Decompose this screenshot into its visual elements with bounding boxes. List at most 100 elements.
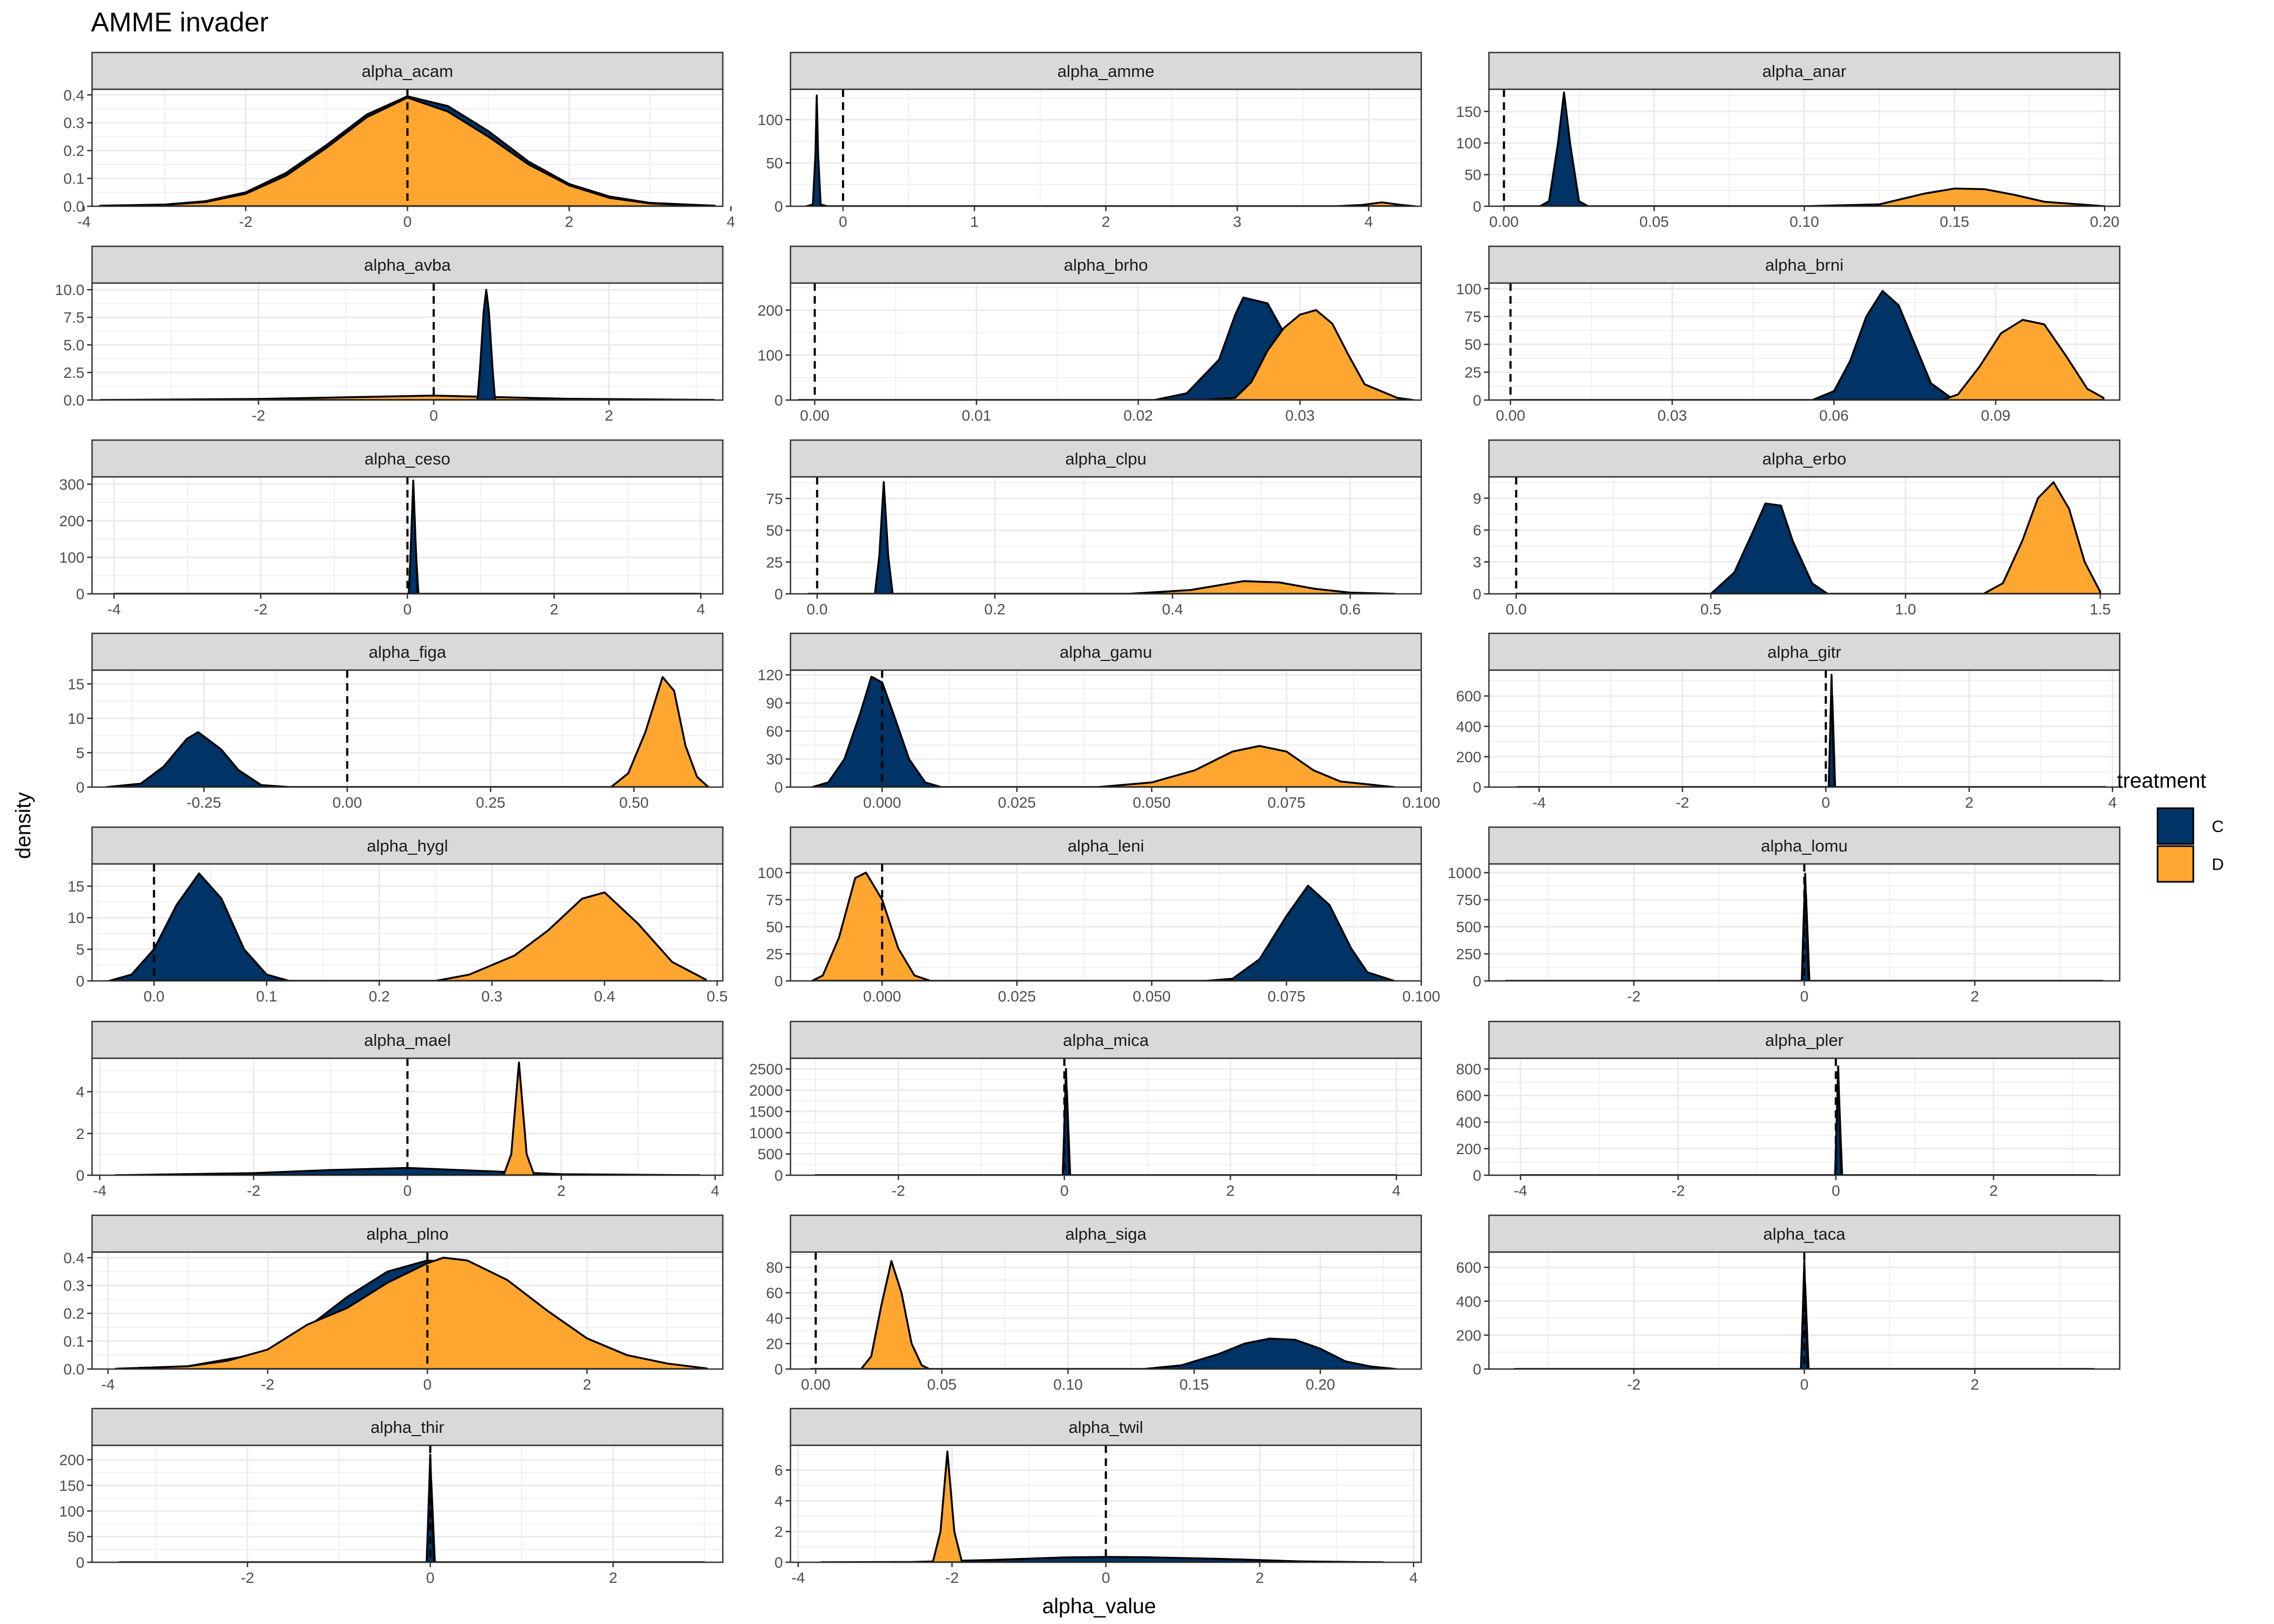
y-tick-label: 0 bbox=[774, 198, 783, 215]
facet-alpha-siga: alpha_siga 0.00 0.05 0.10 0.15 0.20 0 20 40 60 80 bbox=[766, 1214, 1422, 1393]
x-tick-label: 3 bbox=[1233, 213, 1241, 230]
x-tick-label: 0.15 bbox=[1940, 213, 1970, 230]
y-tick-label: 5 bbox=[76, 744, 84, 761]
legend-label-d: D bbox=[2212, 855, 2224, 874]
density-area-c bbox=[108, 872, 707, 981]
x-tick-label: -4 bbox=[107, 601, 121, 618]
x-tick-label: 0.000 bbox=[863, 794, 901, 811]
x-tick-label: 0 bbox=[423, 1376, 432, 1393]
x-tick-label: 0 bbox=[429, 407, 438, 424]
density-areas bbox=[1515, 481, 2101, 594]
facet-alpha-hygl: alpha_hygl 0.0 0.1 0.2 0.3 0.4 0.5 0 5 10 15 bbox=[68, 826, 728, 1005]
x-tick-label: 2 bbox=[1102, 213, 1110, 230]
y-tick-label: 15 bbox=[68, 676, 84, 692]
facet-strip-label: alpha_clpu bbox=[1066, 449, 1147, 468]
facet-alpha-twil: alpha_twil -4 -2 0 2 4 0 2 4 6 bbox=[774, 1407, 1422, 1586]
y-axis-title: density bbox=[12, 792, 35, 859]
x-tick-label: 1.5 bbox=[2090, 601, 2111, 618]
x-tick-label: -4 bbox=[1514, 1182, 1527, 1199]
density-areas bbox=[99, 95, 716, 206]
facet-strip-label: alpha_brni bbox=[1765, 256, 1844, 274]
y-tick-label: 100 bbox=[1456, 135, 1481, 152]
facet-border bbox=[91, 282, 724, 401]
facet-strip bbox=[91, 245, 724, 284]
density-area-d bbox=[809, 1260, 1397, 1369]
y-tick-label: 75 bbox=[766, 490, 783, 507]
facet-strip bbox=[91, 1020, 724, 1059]
x-tick-label: 2 bbox=[565, 213, 573, 230]
y-tick-label: 200 bbox=[1456, 749, 1481, 765]
density-area-d bbox=[114, 1061, 701, 1175]
x-tick-label: 0.4 bbox=[1162, 601, 1183, 618]
x-tick-label: 0.2 bbox=[369, 988, 390, 1005]
x-tick-label: 0 bbox=[1832, 1182, 1840, 1199]
y-tick-label: 800 bbox=[1456, 1061, 1481, 1078]
x-tick-label: 0.000 bbox=[863, 988, 901, 1005]
x-tick-label: 0.09 bbox=[1981, 407, 2011, 424]
y-tick-label: 4 bbox=[774, 1492, 783, 1509]
y-tick-label: 500 bbox=[1456, 919, 1481, 935]
density-areas bbox=[1505, 873, 2104, 981]
facet-alpha-figa: alpha_figa -0.25 0.00 0.25 0.50 0 5 10 15 bbox=[68, 632, 724, 811]
facet-panels: alpha_acam -4 -2 0 2 4 0.0 0.1 0.2 0.3 0.4 alpha_am… bbox=[55, 51, 2121, 1586]
y-tick-label: 500 bbox=[757, 1146, 783, 1163]
y-tick-label: 10.0 bbox=[55, 281, 85, 298]
x-tick-label: 1 bbox=[970, 213, 979, 230]
y-tick-label: 25 bbox=[766, 946, 783, 962]
facet-strip-label: alpha_lomu bbox=[1761, 836, 1847, 855]
density-area-c bbox=[100, 289, 715, 400]
x-tick-label: -2 bbox=[254, 601, 267, 618]
density-areas bbox=[108, 872, 707, 981]
x-tick-label: -2 bbox=[1627, 988, 1641, 1005]
x-tick-label: -2 bbox=[1627, 1376, 1641, 1393]
facet-alpha-lomu: alpha_lomu -2 0 2 0 250 500 750 1000 bbox=[1448, 826, 2121, 1005]
density-area-c bbox=[118, 1453, 705, 1562]
y-tick-label: 0.0 bbox=[63, 198, 84, 215]
facet-alpha-ceso: alpha_ceso -4 -2 0 2 4 0 100 200 300 bbox=[59, 439, 724, 618]
y-tick-label: 5 bbox=[76, 941, 84, 958]
y-tick-label: 200 bbox=[59, 513, 84, 529]
density-areas bbox=[809, 1260, 1397, 1369]
facet-strip bbox=[789, 245, 1422, 284]
x-tick-label: 0.0 bbox=[807, 601, 828, 618]
x-tick-label: 0.5 bbox=[707, 988, 728, 1005]
y-tick-label: 2 bbox=[76, 1125, 84, 1142]
x-tick-label: 2 bbox=[1226, 1182, 1235, 1199]
x-tick-label: -2 bbox=[1676, 794, 1689, 811]
y-tick-label: 7.5 bbox=[63, 309, 84, 326]
density-areas bbox=[811, 676, 1395, 787]
x-tick-label: 4 bbox=[711, 1182, 720, 1199]
density-area-d bbox=[108, 891, 707, 981]
facet-strip bbox=[789, 632, 1422, 671]
y-tick-label: 75 bbox=[766, 892, 783, 908]
x-tick-label: 4 bbox=[2108, 794, 2117, 811]
y-tick-label: 40 bbox=[766, 1310, 783, 1327]
y-tick-label: 600 bbox=[1456, 1259, 1481, 1276]
x-tick-label: 2 bbox=[550, 601, 559, 618]
facet-alpha-thir: alpha_thir -2 0 2 0 50 100 150 200 bbox=[59, 1407, 724, 1586]
y-tick-label: 200 bbox=[757, 302, 783, 319]
y-tick-label: 2.5 bbox=[63, 364, 84, 381]
x-tick-label: 0.4 bbox=[594, 988, 615, 1005]
facet-alpha-erbo: alpha_erbo 0.0 0.5 1.0 1.5 0 3 6 9 bbox=[1473, 439, 2121, 618]
y-tick-label: 1000 bbox=[1448, 865, 1481, 881]
x-tick-label: 4 bbox=[727, 213, 735, 230]
facet-border bbox=[789, 863, 1422, 982]
facet-border bbox=[789, 476, 1422, 595]
facet-alpha-avba: alpha_avba -2 0 2 0.0 2.5 5.0 7.5 10.0 bbox=[55, 245, 724, 424]
facet-strip-label: alpha_amme bbox=[1057, 62, 1154, 81]
y-tick-label: 750 bbox=[1456, 892, 1481, 908]
facet-alpha-acam: alpha_acam -4 -2 0 2 4 0.0 0.1 0.2 0.3 0.4 bbox=[63, 51, 735, 230]
y-tick-label: 200 bbox=[59, 1452, 84, 1469]
x-tick-label: -4 bbox=[101, 1376, 115, 1393]
y-tick-label: 100 bbox=[757, 865, 783, 881]
y-tick-label: 50 bbox=[766, 919, 783, 935]
density-areas bbox=[105, 676, 710, 787]
density-area-c bbox=[1513, 1259, 2095, 1369]
facet-border bbox=[1488, 1057, 2121, 1176]
y-tick-label: 100 bbox=[1456, 280, 1481, 297]
facet-strip bbox=[91, 1407, 724, 1446]
x-tick-label: 2 bbox=[1256, 1569, 1264, 1586]
x-tick-label: 2 bbox=[557, 1182, 566, 1199]
density-areas bbox=[1502, 91, 2106, 206]
